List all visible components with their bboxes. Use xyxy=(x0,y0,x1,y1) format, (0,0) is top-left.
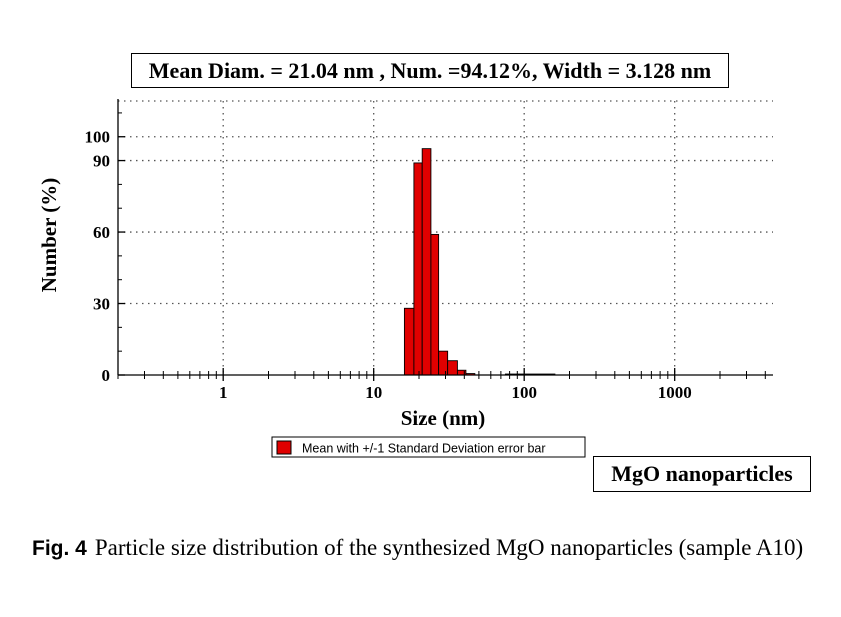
x-tick-label: 1 xyxy=(219,383,228,402)
bar xyxy=(430,233,440,376)
x-tick-label: 100 xyxy=(511,383,537,402)
x-axis-label: Size (nm) xyxy=(401,406,486,430)
summary-box: Mean Diam. = 21.04 nm , Num. =94.12%, Wi… xyxy=(131,53,729,88)
bar xyxy=(413,162,423,376)
legend-label: Mean with +/-1 Standard Deviation error … xyxy=(302,442,546,456)
bar xyxy=(421,148,432,376)
bar xyxy=(403,307,415,376)
figure-caption: Fig. 4 Particle size distribution of the … xyxy=(32,532,832,564)
bar xyxy=(438,350,449,376)
y-tick-label: 60 xyxy=(93,223,110,242)
x-tick-label: 1000 xyxy=(658,383,692,402)
y-tick-label: 100 xyxy=(85,128,111,147)
caption-text: Particle size distribution of the synthe… xyxy=(94,535,804,560)
legend-swatch xyxy=(276,440,292,455)
sample-label: MgO nanoparticles xyxy=(611,461,793,486)
y-tick-label: 90 xyxy=(93,152,110,171)
y-tick-label: 30 xyxy=(93,295,110,314)
y-tick-label: 0 xyxy=(102,366,111,385)
y-axis-label: Number (%) xyxy=(37,178,61,293)
sample-label-box: MgO nanoparticles xyxy=(593,456,811,492)
bar xyxy=(447,360,458,376)
bars xyxy=(403,148,556,376)
legend: Mean with +/-1 Standard Deviation error … xyxy=(271,436,586,458)
caption-label: Fig. 4 xyxy=(32,537,87,560)
grid xyxy=(118,100,773,375)
x-tick-label: 10 xyxy=(365,383,382,402)
summary-text: Mean Diam. = 21.04 nm , Num. =94.12%, Wi… xyxy=(148,57,712,83)
legend-frame xyxy=(271,436,586,458)
